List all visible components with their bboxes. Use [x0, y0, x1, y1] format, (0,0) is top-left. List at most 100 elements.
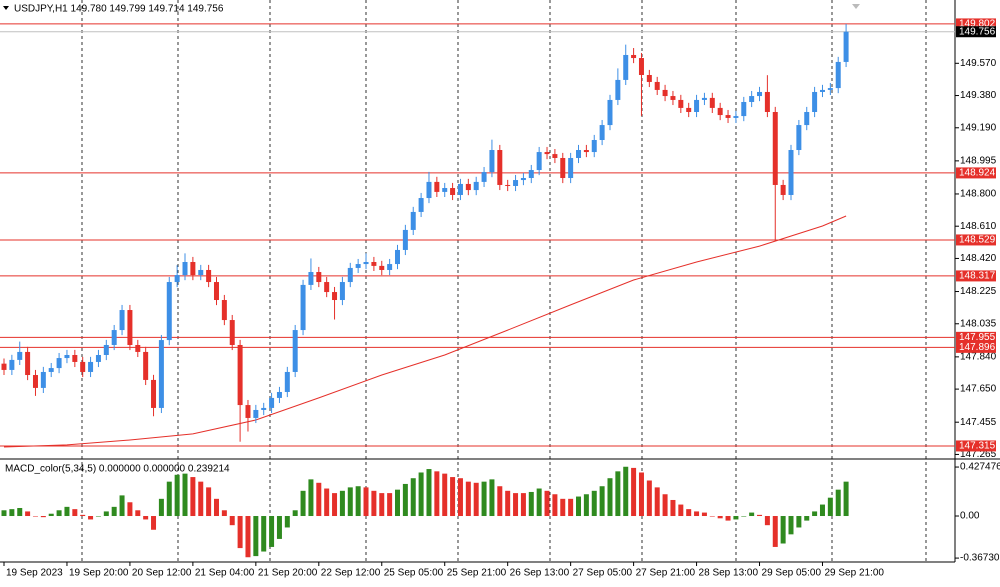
candle-body — [158, 340, 164, 408]
macd-bar — [292, 510, 298, 517]
macd-bar — [56, 510, 62, 517]
y-tick-label: -0.367305 — [960, 553, 1000, 564]
candle-body — [143, 351, 149, 380]
macd-bar — [88, 516, 94, 520]
candle-body — [308, 272, 314, 285]
current-price-label: 149.756 — [959, 26, 996, 37]
macd-bar — [158, 498, 164, 517]
macd-bar — [646, 480, 652, 517]
candle-body — [552, 154, 558, 158]
y-tick-label: 147.840 — [960, 352, 997, 363]
menu-arrow[interactable] — [3, 6, 9, 10]
macd-bar — [198, 481, 204, 517]
candle-body — [379, 265, 385, 270]
candle-body — [442, 188, 448, 192]
candle-body — [316, 272, 322, 283]
macd-bar — [450, 477, 456, 517]
macd-bar — [379, 493, 385, 517]
candle-body — [560, 157, 566, 179]
candle-body — [701, 97, 707, 100]
y-tick-label: 149.380 — [960, 90, 997, 101]
candle-body — [772, 111, 778, 185]
period-separators — [81, 0, 927, 562]
y-tick-label: 147.455 — [960, 417, 997, 428]
macd-bar — [182, 473, 188, 517]
macd-bar — [599, 486, 605, 517]
macd-bar — [284, 516, 290, 528]
candle-body — [135, 344, 141, 352]
macd-bar — [631, 467, 637, 517]
candle-body — [481, 172, 487, 182]
x-tick-label: 27 Sep 05:00 — [573, 568, 633, 579]
macd-bar — [221, 510, 227, 517]
macd-bar — [324, 488, 330, 517]
macd-bar — [827, 497, 833, 517]
macd-bar — [434, 471, 440, 517]
candle-body — [95, 354, 101, 362]
macd-bar — [206, 487, 212, 517]
macd-bar — [347, 487, 353, 517]
candle-body — [623, 54, 629, 80]
candle-body — [72, 354, 78, 362]
candle-body — [450, 188, 456, 195]
macd-bar — [772, 516, 778, 547]
candle-body — [654, 81, 660, 90]
candle-body — [568, 157, 574, 179]
macd-bar — [654, 487, 660, 517]
candle-body — [686, 107, 692, 112]
macd-bar — [615, 471, 621, 517]
y-tick-label: 147.265 — [960, 449, 997, 460]
macd-bar — [686, 509, 692, 517]
macd-bar — [410, 478, 416, 517]
candle-body — [599, 125, 605, 140]
candle-body — [576, 150, 582, 158]
candle-body — [253, 409, 259, 418]
candle-body — [473, 181, 479, 191]
x-tick-label: 26 Sep 13:00 — [510, 568, 570, 579]
candle-body — [788, 150, 794, 195]
macd-bar — [528, 491, 534, 517]
macd-bar — [166, 481, 172, 517]
candle-body — [434, 181, 440, 192]
macd-bar — [32, 516, 38, 517]
candle-body — [505, 184, 511, 186]
macd-bar — [583, 494, 589, 517]
macd-bar — [300, 490, 306, 517]
candle-body — [284, 371, 290, 392]
macd-bar — [95, 516, 101, 517]
shift-marker — [852, 4, 860, 9]
macd-bar — [835, 489, 841, 517]
candle-body — [119, 310, 125, 331]
macd-bar — [17, 507, 23, 517]
macd-bar — [363, 487, 369, 517]
candle-body — [151, 379, 157, 408]
macd-bar — [40, 516, 46, 518]
macd-bar — [694, 511, 700, 517]
candle-body — [426, 181, 432, 199]
macd-bar — [151, 516, 157, 530]
x-tick-label: 19 Sep 2023 — [6, 568, 63, 579]
candle-body — [819, 89, 825, 92]
candle-body — [198, 269, 204, 276]
macd-bar — [119, 495, 125, 517]
candle-body — [733, 116, 739, 118]
y-tick-label: 149.570 — [960, 58, 997, 69]
x-tick-label: 28 Sep 13:00 — [699, 568, 759, 579]
candle-body — [9, 359, 15, 370]
candle-body — [395, 249, 400, 265]
candle-body — [843, 31, 849, 62]
candle-body — [80, 361, 86, 372]
candle-body — [678, 99, 684, 108]
macd-bar — [308, 479, 314, 517]
candle-body — [1, 363, 7, 370]
y-tick-label: 148.035 — [960, 318, 997, 329]
candle-body — [17, 351, 23, 360]
candle-body — [804, 111, 810, 126]
macd-bar — [245, 516, 251, 558]
macd-bar — [591, 490, 597, 517]
macd-bar — [387, 493, 393, 517]
macd-bar — [48, 513, 54, 517]
level-label: 147.315 — [959, 441, 996, 452]
macd-bar — [670, 499, 676, 517]
